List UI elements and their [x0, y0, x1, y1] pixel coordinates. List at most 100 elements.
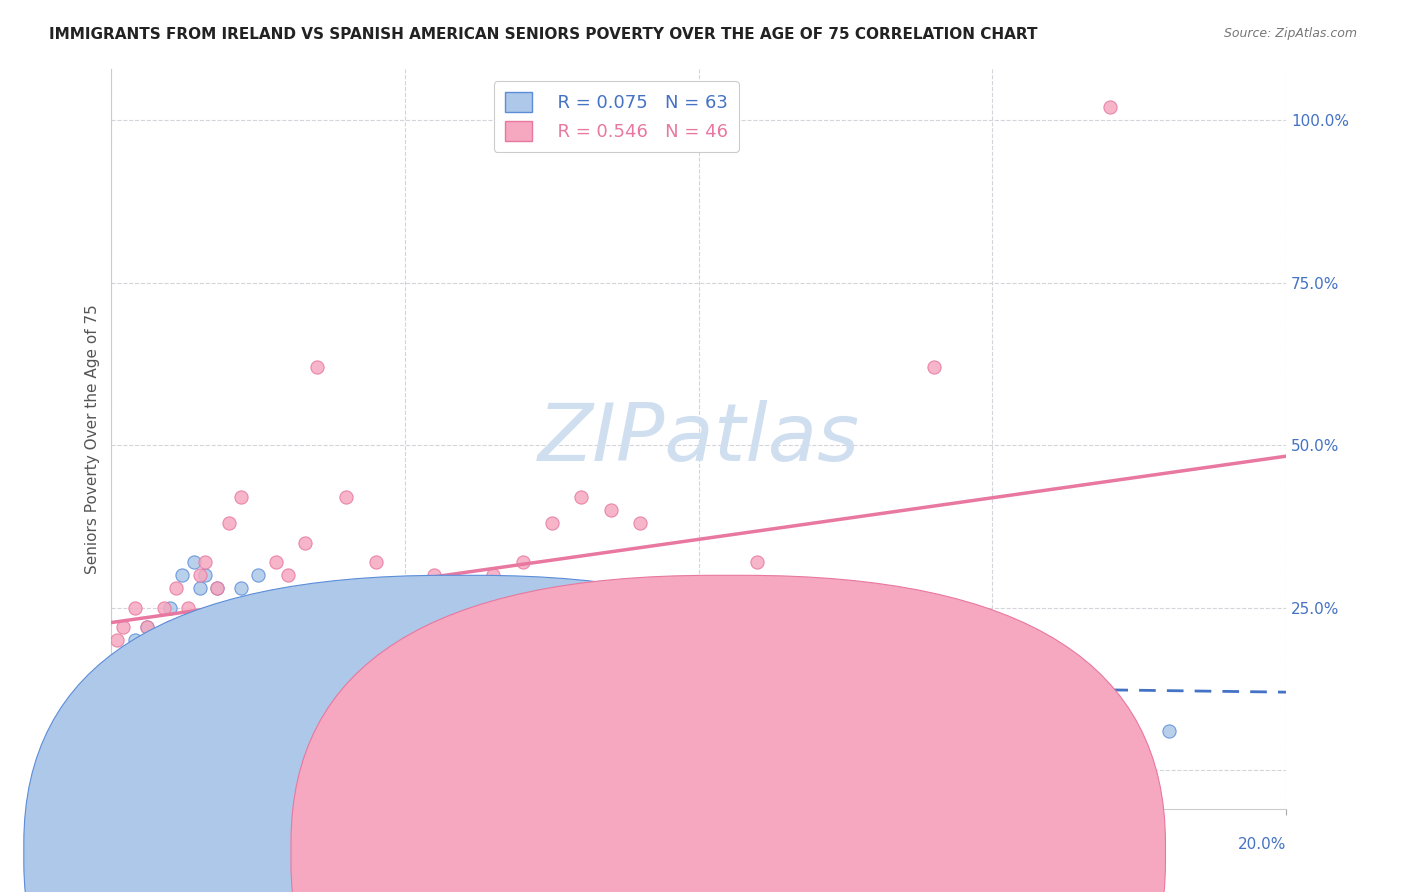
Point	[118, 672, 141, 686]
Text: ZIPatlas: ZIPatlas	[537, 400, 859, 478]
Point	[804, 711, 827, 725]
Point	[105, 724, 128, 739]
Point	[305, 711, 328, 725]
Y-axis label: Seniors Poverty Over the Age of 75: Seniors Poverty Over the Age of 75	[86, 304, 100, 574]
Point	[112, 685, 135, 699]
Point	[747, 555, 769, 569]
Point	[170, 633, 193, 648]
Point	[688, 646, 710, 660]
Point	[335, 490, 357, 504]
Point	[224, 698, 246, 712]
Point	[277, 568, 299, 582]
Point	[541, 516, 564, 531]
Point	[135, 620, 157, 634]
Point	[129, 717, 152, 731]
Point	[277, 685, 299, 699]
Point	[159, 659, 181, 673]
Point	[394, 620, 416, 634]
Point	[194, 568, 217, 582]
Point	[294, 535, 316, 549]
Point	[776, 620, 799, 634]
Point	[135, 620, 157, 634]
Text: Source: ZipAtlas.com: Source: ZipAtlas.com	[1223, 27, 1357, 40]
Point	[218, 672, 240, 686]
Point	[194, 555, 217, 569]
Point	[183, 555, 205, 569]
Point	[112, 711, 135, 725]
Point	[922, 360, 945, 375]
Point	[159, 698, 181, 712]
Point	[118, 646, 141, 660]
Point	[188, 568, 211, 582]
Point	[135, 679, 157, 693]
Point	[141, 717, 163, 731]
Point	[135, 711, 157, 725]
Point	[124, 685, 146, 699]
Point	[177, 698, 200, 712]
Point	[229, 581, 252, 595]
Point	[112, 685, 135, 699]
Point	[200, 685, 222, 699]
Point	[153, 711, 176, 725]
Point	[259, 600, 281, 615]
Point	[177, 600, 200, 615]
Point	[141, 646, 163, 660]
Point	[394, 717, 416, 731]
Point	[153, 600, 176, 615]
Point	[112, 731, 135, 745]
Point	[482, 568, 505, 582]
Point	[105, 711, 128, 725]
Point	[364, 711, 387, 725]
Point	[124, 633, 146, 648]
Point	[1011, 685, 1033, 699]
Legend:   R = 0.075   N = 63,   R = 0.546   N = 46: R = 0.075 N = 63, R = 0.546 N = 46	[494, 81, 740, 152]
Point	[124, 731, 146, 745]
Point	[148, 665, 170, 680]
Point	[512, 555, 534, 569]
Point	[423, 568, 446, 582]
Point	[1157, 724, 1180, 739]
Point	[569, 490, 592, 504]
Point	[188, 581, 211, 595]
Point	[129, 698, 152, 712]
Point	[159, 600, 181, 615]
Point	[118, 646, 141, 660]
Point	[335, 698, 357, 712]
Point	[628, 672, 651, 686]
Point	[305, 360, 328, 375]
Point	[105, 633, 128, 648]
Point	[981, 659, 1004, 673]
Point	[628, 516, 651, 531]
Point	[804, 633, 827, 648]
Point	[512, 698, 534, 712]
Point	[205, 581, 228, 595]
Point	[247, 600, 270, 615]
Point	[165, 705, 187, 719]
Point	[205, 581, 228, 595]
Point	[1098, 101, 1121, 115]
Point	[229, 490, 252, 504]
Point	[247, 568, 270, 582]
Point	[235, 600, 257, 615]
Point	[569, 685, 592, 699]
Point	[118, 724, 141, 739]
Point	[105, 737, 128, 751]
Point	[264, 555, 287, 569]
Point	[159, 620, 181, 634]
Point	[922, 646, 945, 660]
Point	[118, 698, 141, 712]
Point	[148, 705, 170, 719]
Point	[688, 659, 710, 673]
Text: 20.0%: 20.0%	[1237, 838, 1286, 852]
Point	[112, 665, 135, 680]
Point	[141, 691, 163, 706]
Text: 0.0%: 0.0%	[111, 838, 150, 852]
Point	[364, 555, 387, 569]
Point	[141, 646, 163, 660]
Point	[165, 581, 187, 595]
Point	[112, 620, 135, 634]
Point	[124, 711, 146, 725]
Point	[124, 600, 146, 615]
Point	[599, 503, 621, 517]
Point	[863, 685, 886, 699]
